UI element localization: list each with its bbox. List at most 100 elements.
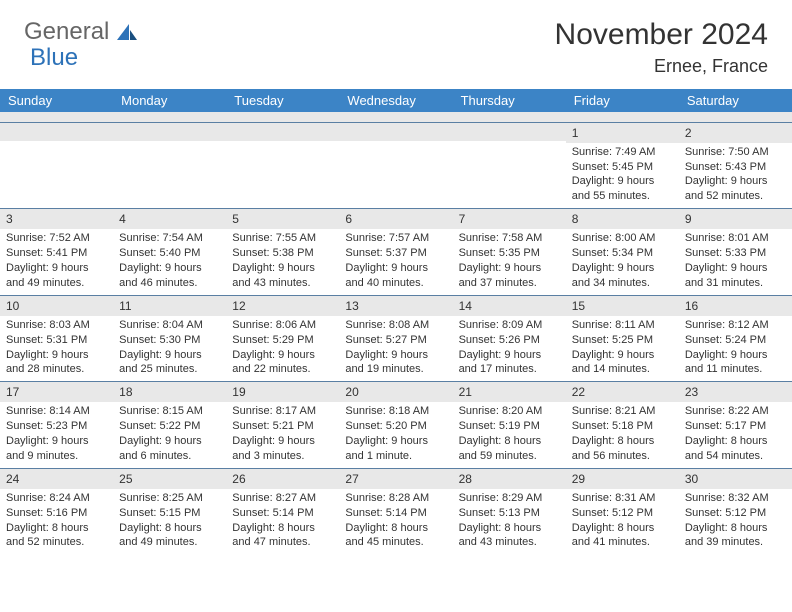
sunset-text: Sunset: 5:23 PM (6, 419, 107, 434)
weekday-header: Sunday (0, 89, 113, 112)
sunset-text: Sunset: 5:40 PM (119, 246, 220, 261)
sunrise-text: Sunrise: 8:27 AM (232, 491, 333, 506)
day-info: Sunrise: 8:17 AMSunset: 5:21 PMDaylight:… (226, 402, 339, 467)
calendar-day-cell: 20Sunrise: 8:18 AMSunset: 5:20 PMDayligh… (339, 382, 452, 469)
day-info: Sunrise: 8:20 AMSunset: 5:19 PMDaylight:… (453, 402, 566, 467)
calendar-day-cell: 22Sunrise: 8:21 AMSunset: 5:18 PMDayligh… (566, 382, 679, 469)
calendar-day-cell: 16Sunrise: 8:12 AMSunset: 5:24 PMDayligh… (679, 295, 792, 382)
sunset-text: Sunset: 5:12 PM (685, 506, 786, 521)
calendar-day-cell (453, 122, 566, 209)
weekday-header: Tuesday (226, 89, 339, 112)
sunset-text: Sunset: 5:31 PM (6, 333, 107, 348)
daylight-text: Daylight: 8 hours and 45 minutes. (345, 521, 446, 551)
day-number: 11 (113, 296, 226, 316)
logo-text-general: General (24, 18, 109, 46)
day-number: 1 (566, 123, 679, 143)
sunset-text: Sunset: 5:24 PM (685, 333, 786, 348)
daylight-text: Daylight: 9 hours and 3 minutes. (232, 434, 333, 464)
sunrise-text: Sunrise: 8:21 AM (572, 404, 673, 419)
weekday-row: SundayMondayTuesdayWednesdayThursdayFrid… (0, 89, 792, 112)
calendar-week-row: 24Sunrise: 8:24 AMSunset: 5:16 PMDayligh… (0, 468, 792, 554)
sunset-text: Sunset: 5:35 PM (459, 246, 560, 261)
sunrise-text: Sunrise: 7:52 AM (6, 231, 107, 246)
sunrise-text: Sunrise: 8:24 AM (6, 491, 107, 506)
day-info: Sunrise: 8:24 AMSunset: 5:16 PMDaylight:… (0, 489, 113, 554)
day-info: Sunrise: 8:04 AMSunset: 5:30 PMDaylight:… (113, 316, 226, 381)
sunset-text: Sunset: 5:21 PM (232, 419, 333, 434)
day-number: 22 (566, 382, 679, 402)
calendar-day-cell: 10Sunrise: 8:03 AMSunset: 5:31 PMDayligh… (0, 295, 113, 382)
daylight-text: Daylight: 9 hours and 11 minutes. (685, 348, 786, 378)
sunrise-text: Sunrise: 8:31 AM (572, 491, 673, 506)
sunrise-text: Sunrise: 8:00 AM (572, 231, 673, 246)
sunset-text: Sunset: 5:30 PM (119, 333, 220, 348)
daylight-text: Daylight: 9 hours and 52 minutes. (685, 174, 786, 204)
sunrise-text: Sunrise: 8:04 AM (119, 318, 220, 333)
calendar-day-cell: 3Sunrise: 7:52 AMSunset: 5:41 PMDaylight… (0, 209, 113, 296)
day-number: 18 (113, 382, 226, 402)
sunset-text: Sunset: 5:34 PM (572, 246, 673, 261)
day-number: 17 (0, 382, 113, 402)
day-number: 3 (0, 209, 113, 229)
day-number (0, 123, 113, 141)
calendar-head: SundayMondayTuesdayWednesdayThursdayFrid… (0, 89, 792, 112)
sunset-text: Sunset: 5:12 PM (572, 506, 673, 521)
day-number: 7 (453, 209, 566, 229)
day-number (339, 123, 452, 141)
calendar-day-cell: 18 Sunrise: 8:15 AMSunset: 5:22 PMDayligh… (113, 382, 226, 469)
month-title: November 2024 (555, 18, 768, 52)
sunrise-text: Sunrise: 8:06 AM (232, 318, 333, 333)
day-info: Sunrise: 8:21 AMSunset: 5:18 PMDaylight:… (566, 402, 679, 467)
day-info: Sunrise: 8:28 AMSunset: 5:14 PMDaylight:… (339, 489, 452, 554)
day-number: 25 (113, 469, 226, 489)
sunrise-text: Sunrise: 8:29 AM (459, 491, 560, 506)
sunrise-text: Sunrise: 8:11 AM (572, 318, 673, 333)
day-number: 4 (113, 209, 226, 229)
daylight-text: Daylight: 9 hours and 14 minutes. (572, 348, 673, 378)
calendar-day-cell: 25Sunrise: 8:25 AMSunset: 5:15 PMDayligh… (113, 468, 226, 554)
day-info: Sunrise: 7:55 AMSunset: 5:38 PMDaylight:… (226, 229, 339, 294)
calendar-day-cell (226, 122, 339, 209)
sunrise-text: Sunrise: 8:01 AM (685, 231, 786, 246)
day-info: Sunrise: 7:50 AMSunset: 5:43 PMDaylight:… (679, 143, 792, 208)
header: General November 2024 Ernee, France (0, 0, 792, 77)
sunrise-text: Sunrise: 8:12 AM (685, 318, 786, 333)
sunrise-text: Sunrise: 8:15 AM (119, 404, 220, 419)
calendar-day-cell: 29Sunrise: 8:31 AMSunset: 5:12 PMDayligh… (566, 468, 679, 554)
day-number: 30 (679, 469, 792, 489)
daylight-text: Daylight: 8 hours and 56 minutes. (572, 434, 673, 464)
calendar-day-cell: 30Sunrise: 8:32 AMSunset: 5:12 PMDayligh… (679, 468, 792, 554)
day-info: Sunrise: 7:58 AMSunset: 5:35 PMDaylight:… (453, 229, 566, 294)
day-number: 8 (566, 209, 679, 229)
day-number: 14 (453, 296, 566, 316)
day-info: Sunrise: 8:01 AMSunset: 5:33 PMDaylight:… (679, 229, 792, 294)
day-number: 5 (226, 209, 339, 229)
day-info: Sunrise: 8:27 AMSunset: 5:14 PMDaylight:… (226, 489, 339, 554)
calendar-day-cell: 1Sunrise: 7:49 AMSunset: 5:45 PMDaylight… (566, 122, 679, 209)
calendar-table: SundayMondayTuesdayWednesdayThursdayFrid… (0, 89, 792, 554)
sunset-text: Sunset: 5:22 PM (119, 419, 220, 434)
weekday-header: Friday (566, 89, 679, 112)
sunrise-text: Sunrise: 8:25 AM (119, 491, 220, 506)
sunset-text: Sunset: 5:33 PM (685, 246, 786, 261)
daylight-text: Daylight: 9 hours and 43 minutes. (232, 261, 333, 291)
day-number: 12 (226, 296, 339, 316)
title-block: November 2024 Ernee, France (555, 18, 768, 77)
logo-sail-icon (115, 22, 139, 42)
day-info: Sunrise: 8:06 AMSunset: 5:29 PMDaylight:… (226, 316, 339, 381)
daylight-text: Daylight: 8 hours and 41 minutes. (572, 521, 673, 551)
sunset-text: Sunset: 5:38 PM (232, 246, 333, 261)
calendar-day-cell: 23Sunrise: 8:22 AMSunset: 5:17 PMDayligh… (679, 382, 792, 469)
calendar-day-cell (339, 122, 452, 209)
sunrise-text: Sunrise: 7:50 AM (685, 145, 786, 160)
sunrise-text: Sunrise: 7:55 AM (232, 231, 333, 246)
sunset-text: Sunset: 5:13 PM (459, 506, 560, 521)
daylight-text: Daylight: 8 hours and 43 minutes. (459, 521, 560, 551)
sunrise-text: Sunrise: 8:28 AM (345, 491, 446, 506)
calendar-day-cell (113, 122, 226, 209)
calendar-day-cell: 13Sunrise: 8:08 AMSunset: 5:27 PMDayligh… (339, 295, 452, 382)
day-number: 13 (339, 296, 452, 316)
daylight-text: Daylight: 8 hours and 59 minutes. (459, 434, 560, 464)
daylight-text: Daylight: 9 hours and 6 minutes. (119, 434, 220, 464)
sunrise-text: Sunrise: 8:17 AM (232, 404, 333, 419)
